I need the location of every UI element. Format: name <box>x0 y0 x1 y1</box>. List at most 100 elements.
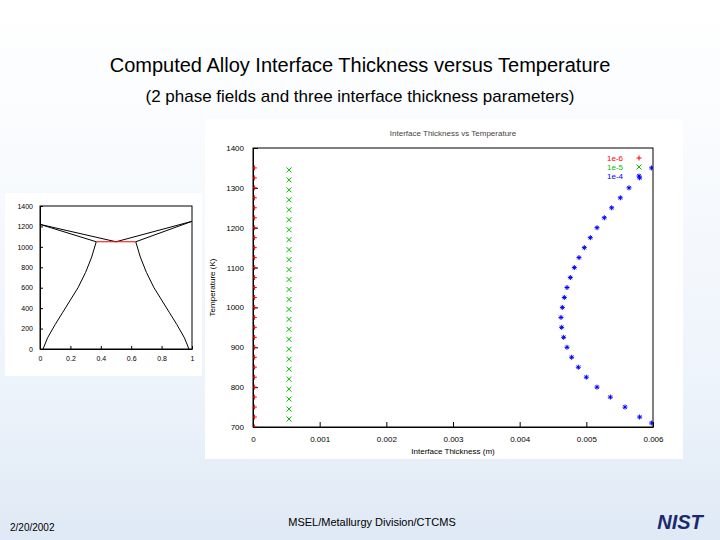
tick: 1 <box>191 346 195 362</box>
point <box>618 195 623 200</box>
point <box>576 365 581 370</box>
point <box>595 385 600 390</box>
point <box>253 415 257 420</box>
point <box>287 357 292 362</box>
tick-label: 1100 <box>227 264 245 273</box>
legend-marker <box>637 165 642 170</box>
point <box>584 375 589 380</box>
x-axis: 00.20.40.60.81 <box>39 346 195 362</box>
legend-marker <box>637 174 642 179</box>
x-axis: 0 0.001 0.002 0.003 0.004 0.005 0.006 <box>251 422 664 444</box>
tick-label: 0 <box>39 355 43 362</box>
point <box>602 215 607 220</box>
point <box>608 395 613 400</box>
slide-footer: MSEL/Metallurgy Division/CTCMS <box>288 516 455 528</box>
point <box>253 365 257 370</box>
point <box>287 317 292 322</box>
point <box>253 165 257 170</box>
y-axis: 0200400600800100012001400 <box>17 203 43 353</box>
tick-label: 0.004 <box>510 435 531 444</box>
point <box>253 355 257 360</box>
tick-label: 0.8 <box>157 355 167 362</box>
point <box>287 337 292 342</box>
tick-label: 1200 <box>17 223 33 230</box>
point <box>287 307 292 312</box>
line <box>136 221 192 241</box>
line <box>136 242 189 349</box>
point <box>559 315 564 320</box>
point <box>287 187 292 192</box>
line <box>43 242 96 349</box>
point <box>595 225 600 230</box>
point <box>565 345 570 350</box>
point <box>609 205 614 210</box>
point <box>253 405 257 410</box>
line <box>96 241 136 242</box>
tick-label: 400 <box>21 305 33 312</box>
point <box>253 235 257 240</box>
point <box>287 277 292 282</box>
tick: 0.002 <box>377 422 398 444</box>
tick: 700 <box>231 423 258 432</box>
tick-label: 900 <box>231 343 245 352</box>
point <box>287 407 292 412</box>
tick-label: 800 <box>21 264 33 271</box>
tick-mark <box>586 422 587 427</box>
legend-label: 1e-6 <box>607 154 624 163</box>
point <box>253 385 257 390</box>
chart: 0 0.001 0.002 0.003 0.004 0.005 0.006 700 800 900… <box>205 119 683 459</box>
tick: 0.006 <box>643 422 664 444</box>
plot-frame <box>40 206 192 349</box>
tick: 0.003 <box>443 422 464 444</box>
point <box>627 185 632 190</box>
point <box>565 285 570 290</box>
point <box>287 327 292 332</box>
point <box>582 245 587 250</box>
point <box>253 195 257 200</box>
point <box>287 197 292 202</box>
tick-label: 1400 <box>226 144 244 153</box>
tick: 1400 <box>17 203 43 210</box>
point <box>287 227 292 232</box>
point <box>253 245 257 250</box>
tick: 1000 <box>17 244 43 251</box>
tick-label: 800 <box>231 383 245 392</box>
tick-label: 1200 <box>226 224 244 233</box>
point <box>287 377 292 382</box>
point <box>623 405 628 410</box>
point <box>287 267 292 272</box>
chart-background <box>205 119 683 459</box>
tick-label: 0.005 <box>577 435 598 444</box>
slide: Computed Alloy Interface Thickness versu… <box>0 0 720 540</box>
point <box>287 207 292 212</box>
point <box>253 275 257 280</box>
tick-label: 0.2 <box>66 355 76 362</box>
legend-marker <box>637 156 642 161</box>
point <box>253 335 257 340</box>
tick: 0.2 <box>66 346 76 362</box>
point <box>253 425 257 428</box>
tick-label: 0.003 <box>443 435 464 444</box>
tick-label: 1300 <box>226 184 244 193</box>
tick: 800 <box>231 383 258 392</box>
point <box>253 285 257 290</box>
point <box>253 315 257 320</box>
point <box>287 387 292 392</box>
point <box>287 217 292 222</box>
legend-label: 1e-4 <box>607 172 624 181</box>
slide-date: 2/20/2002 <box>10 522 55 533</box>
plot-area <box>253 165 653 427</box>
tick-label: 0.002 <box>377 435 398 444</box>
tick-label: 0 <box>251 435 256 444</box>
point <box>253 225 257 230</box>
point <box>253 375 257 380</box>
point <box>253 255 257 260</box>
line <box>116 221 192 241</box>
chart-background <box>5 193 202 376</box>
point <box>253 205 257 210</box>
point <box>577 255 582 260</box>
tick-label: 0.001 <box>310 435 331 444</box>
point <box>561 335 566 340</box>
point <box>253 185 257 190</box>
point <box>649 165 653 170</box>
